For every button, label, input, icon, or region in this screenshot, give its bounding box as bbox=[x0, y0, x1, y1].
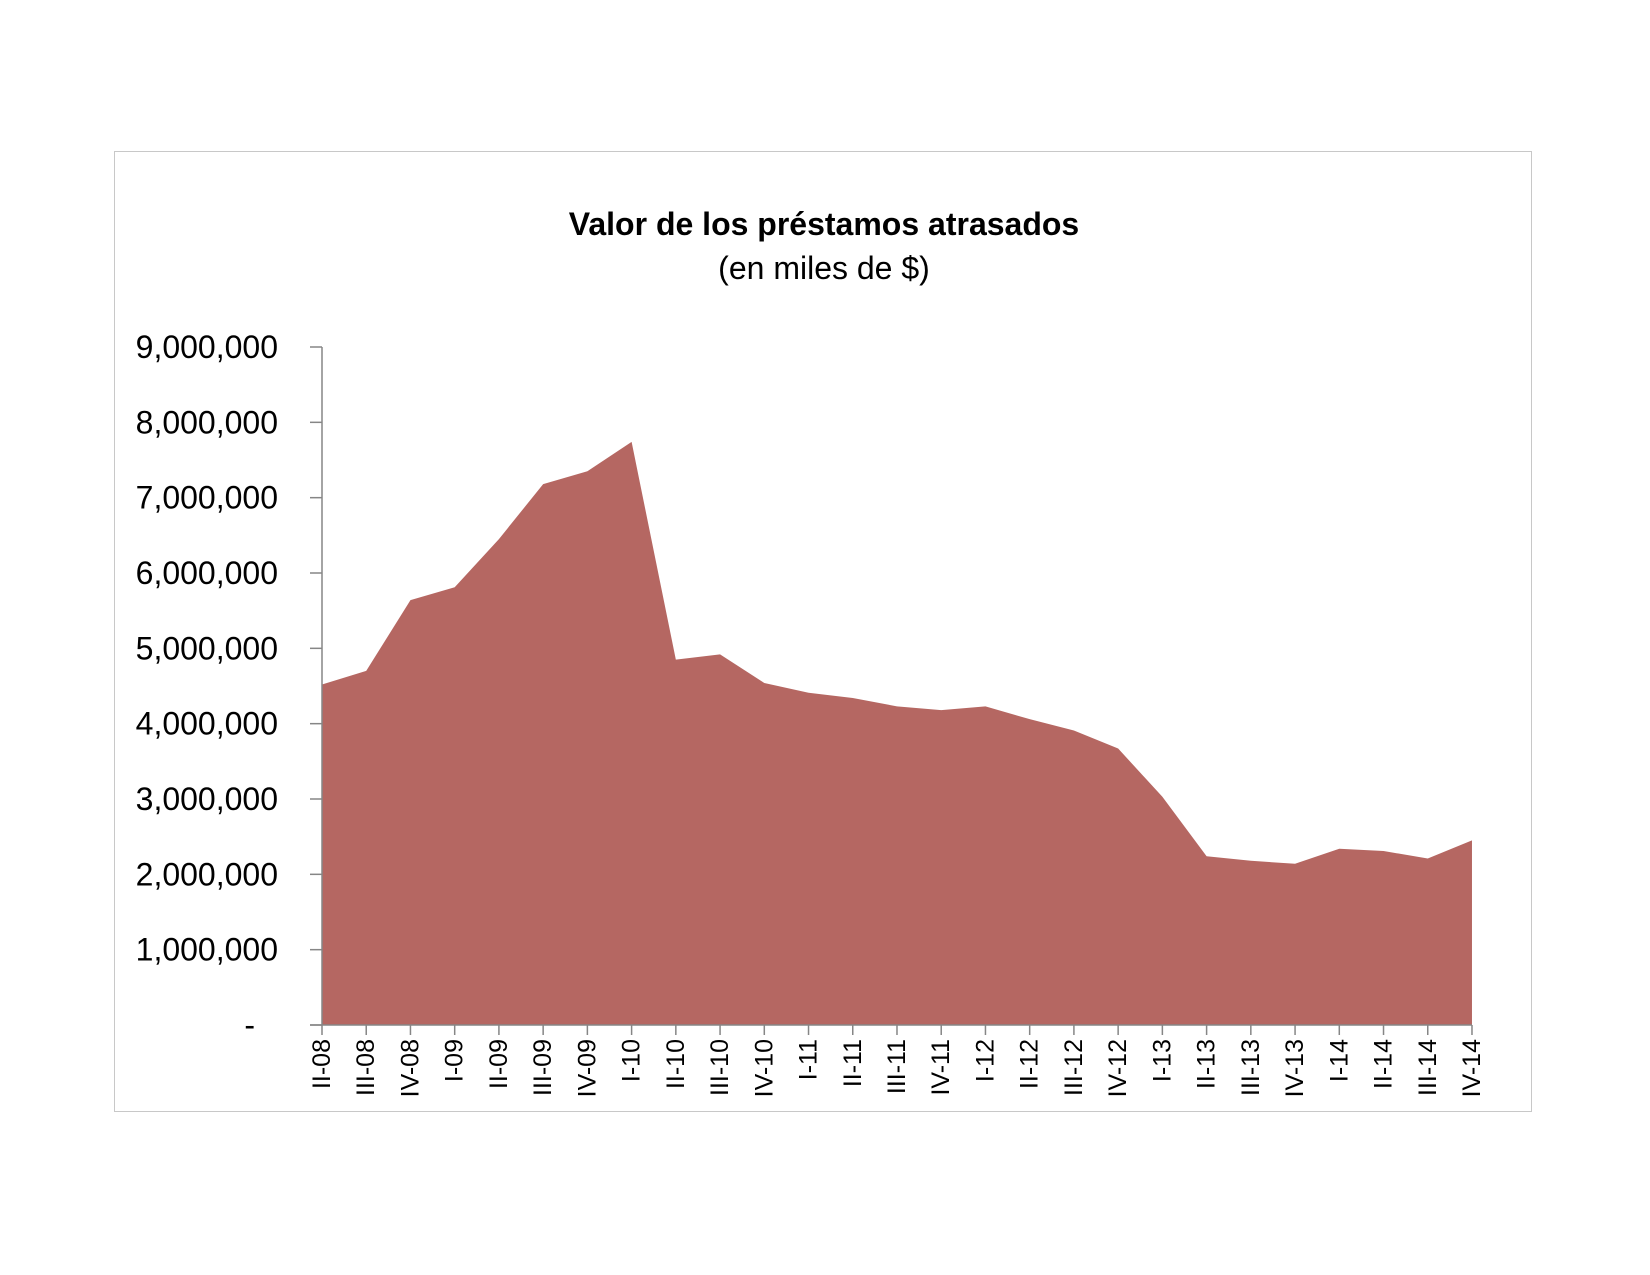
x-tick-labels: II-08 III-08 IV-08 I-09 II-09 III-09 IV-09 I-10… bbox=[308, 1039, 1486, 1097]
x-tick-label: II-10 bbox=[662, 1039, 690, 1089]
x-tick-label: IV-13 bbox=[1281, 1039, 1309, 1097]
x-tick-label: IV-08 bbox=[396, 1039, 424, 1097]
y-tick-label: 5,000,000 bbox=[136, 630, 278, 666]
x-tick-label: II-13 bbox=[1193, 1039, 1221, 1089]
y-tick-label: 8,000,000 bbox=[136, 404, 278, 440]
x-tick-label: II-09 bbox=[485, 1039, 513, 1089]
x-tick-label: III-10 bbox=[706, 1039, 734, 1096]
area-layer bbox=[322, 441, 1472, 1025]
y-tick-labels: - 1,000,000 2,000,000 3,000,000 4,000,000 5,0… bbox=[136, 329, 278, 1043]
chart-title: Valor de los préstamos atrasados bbox=[569, 206, 1079, 242]
x-tick-label: III-13 bbox=[1237, 1039, 1265, 1096]
y-tick-label: - bbox=[244, 1007, 255, 1043]
x-tick-label: I-14 bbox=[1325, 1039, 1353, 1082]
y-tick-label: 2,000,000 bbox=[136, 856, 278, 892]
y-tick-label: 1,000,000 bbox=[136, 932, 278, 968]
chart-frame: Valor de los préstamos atrasados (en mil… bbox=[114, 151, 1532, 1112]
x-tick-label: III-09 bbox=[529, 1039, 557, 1096]
x-tick-label: II-11 bbox=[839, 1039, 867, 1087]
x-tick-label: I-09 bbox=[441, 1039, 469, 1082]
area-chart: Valor de los préstamos atrasados (en mil… bbox=[136, 206, 1486, 1097]
y-tick-label: 7,000,000 bbox=[136, 480, 278, 516]
x-tick-label: I-12 bbox=[971, 1039, 999, 1082]
x-tick-label: IV-10 bbox=[750, 1039, 778, 1097]
area-series bbox=[322, 441, 1472, 1025]
x-tick-label: IV-14 bbox=[1458, 1039, 1486, 1097]
y-tick-label: 9,000,000 bbox=[136, 329, 278, 365]
axis-layer bbox=[310, 346, 1473, 1035]
x-tick-label: IV-11 bbox=[927, 1039, 955, 1096]
x-tick-label: III-14 bbox=[1414, 1039, 1442, 1096]
x-tick-label: I-11 bbox=[795, 1039, 823, 1080]
x-tick-label: IV-09 bbox=[573, 1039, 601, 1097]
y-tick-label: 6,000,000 bbox=[136, 555, 278, 591]
x-tick-label: I-13 bbox=[1148, 1039, 1176, 1082]
x-tick-label: II-08 bbox=[308, 1039, 336, 1089]
y-tick-label: 4,000,000 bbox=[136, 706, 278, 742]
x-tick-label: II-12 bbox=[1016, 1039, 1044, 1089]
x-tick-label: III-12 bbox=[1060, 1039, 1088, 1096]
x-tick-label: IV-12 bbox=[1104, 1039, 1132, 1097]
y-tick-label: 3,000,000 bbox=[136, 781, 278, 817]
x-tick-label: II-14 bbox=[1370, 1039, 1398, 1089]
x-tick-label: III-11 bbox=[883, 1039, 911, 1094]
chart-subtitle: (en miles de $) bbox=[718, 250, 930, 286]
x-tick-label: I-10 bbox=[618, 1039, 646, 1082]
x-tick-label: III-08 bbox=[352, 1039, 380, 1096]
